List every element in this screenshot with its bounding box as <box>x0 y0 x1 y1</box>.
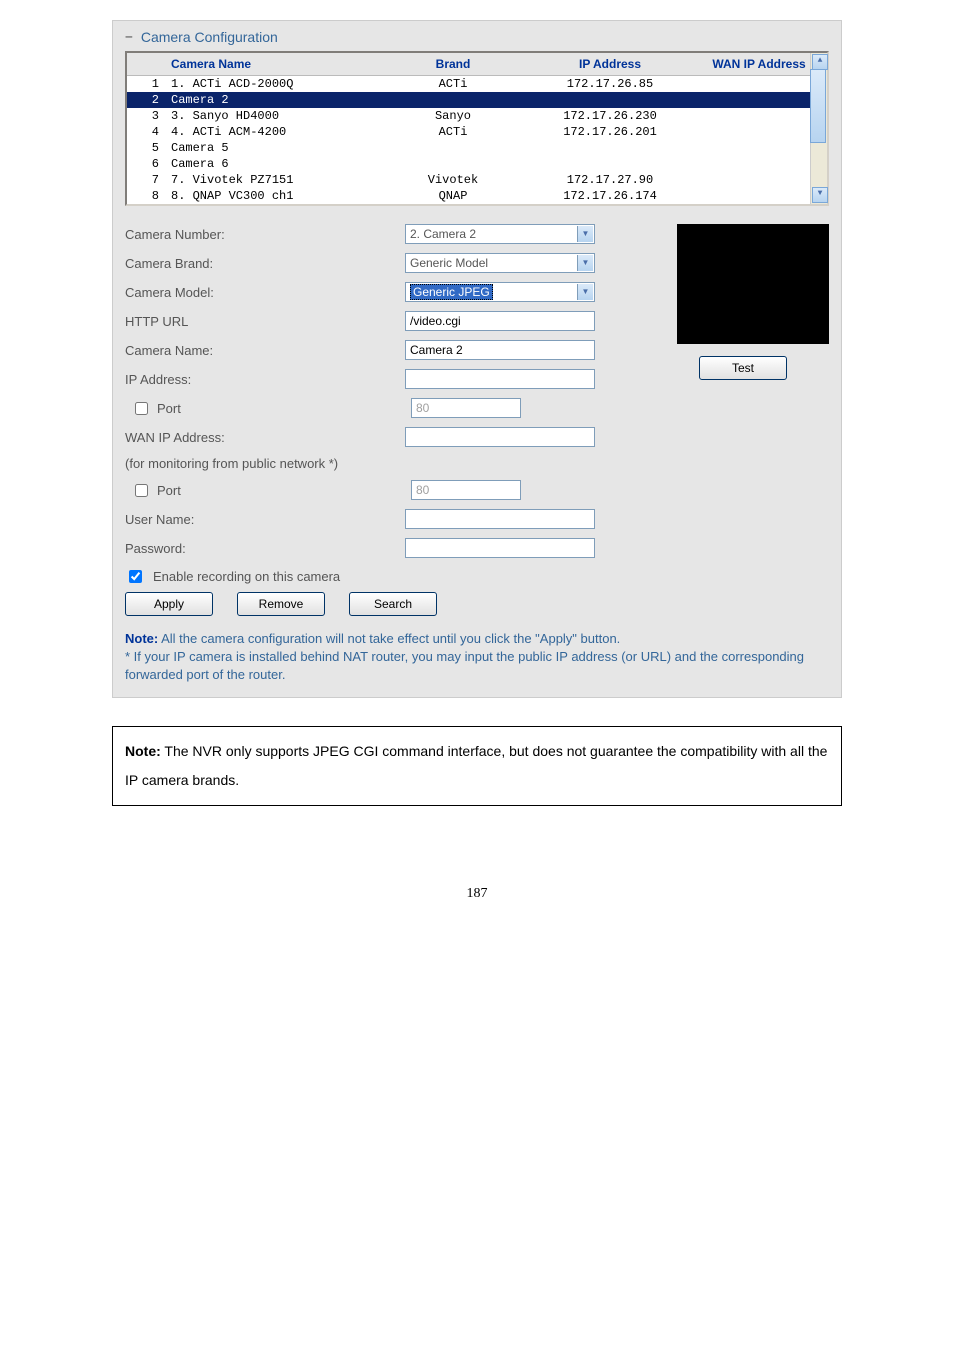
table-row[interactable]: 5Camera 5 <box>127 140 827 156</box>
cell-ip <box>529 92 691 108</box>
table-row[interactable]: 6Camera 6 <box>127 156 827 172</box>
cell-ip <box>529 156 691 172</box>
th-name: Camera Name <box>165 53 377 75</box>
user-name-input[interactable] <box>405 509 595 529</box>
th-wan: WAN IP Address <box>691 53 827 75</box>
cell-ip: 172.17.26.230 <box>529 108 691 124</box>
cell-wan <box>691 172 827 188</box>
cell-name: Camera 5 <box>165 140 377 156</box>
port-checkbox[interactable] <box>135 402 148 415</box>
cell-name: 1. ACTi ACD-2000Q <box>165 76 377 92</box>
compatibility-note: Note: The NVR only supports JPEG CGI com… <box>112 726 842 807</box>
section-title: Camera Configuration <box>141 29 278 45</box>
chevron-down-icon: ▼ <box>577 284 593 300</box>
cell-name: 8. QNAP VC300 ch1 <box>165 188 377 204</box>
enable-recording-checkbox[interactable] <box>129 570 142 583</box>
scroll-thumb[interactable] <box>810 69 826 143</box>
scroll-down-icon[interactable]: ▼ <box>812 187 828 203</box>
camera-name-label: Camera Name: <box>125 343 405 358</box>
ip-address-input[interactable] <box>405 369 595 389</box>
password-input[interactable] <box>405 538 595 558</box>
cell-brand <box>377 140 529 156</box>
cell-wan <box>691 188 827 204</box>
cell-num: 8 <box>127 188 165 204</box>
table-row[interactable]: 2Camera 2 <box>127 92 827 108</box>
wan-ip-input[interactable] <box>405 427 595 447</box>
cell-ip: 172.17.26.174 <box>529 188 691 204</box>
cell-num: 3 <box>127 108 165 124</box>
http-url-label: HTTP URL <box>125 314 405 329</box>
th-num <box>127 53 165 75</box>
table-row[interactable]: 88. QNAP VC300 ch1QNAP172.17.26.174 <box>127 188 827 204</box>
camera-name-input[interactable] <box>405 340 595 360</box>
table-row[interactable]: 77. Vivotek PZ7151Vivotek172.17.27.90 <box>127 172 827 188</box>
cell-name: 7. Vivotek PZ7151 <box>165 172 377 188</box>
port-input[interactable] <box>411 398 521 418</box>
cell-num: 2 <box>127 92 165 108</box>
test-button[interactable]: Test <box>699 356 787 380</box>
cell-wan <box>691 140 827 156</box>
cell-wan <box>691 124 827 140</box>
http-url-input[interactable] <box>405 311 595 331</box>
cell-num: 7 <box>127 172 165 188</box>
camera-table: Camera Name Brand IP Address WAN IP Addr… <box>125 51 829 206</box>
public-network-note: (for monitoring from public network *) <box>125 456 338 471</box>
chevron-down-icon: ▼ <box>577 255 593 271</box>
cell-num: 6 <box>127 156 165 172</box>
cell-wan <box>691 156 827 172</box>
scroll-up-icon[interactable]: ▲ <box>812 54 828 70</box>
cell-wan <box>691 92 827 108</box>
cell-name: 4. ACTi ACM-4200 <box>165 124 377 140</box>
cell-wan <box>691 76 827 92</box>
cell-brand <box>377 92 529 108</box>
page-number: 187 <box>112 886 842 902</box>
camera-brand-label: Camera Brand: <box>125 256 405 271</box>
th-brand: Brand <box>377 53 529 75</box>
apply-button[interactable]: Apply <box>125 592 213 616</box>
table-row[interactable]: 11. ACTi ACD-2000QACTi172.17.26.85 <box>127 76 827 92</box>
ip-address-label: IP Address: <box>125 372 405 387</box>
cell-name: 3. Sanyo HD4000 <box>165 108 377 124</box>
cell-num: 1 <box>127 76 165 92</box>
chevron-down-icon: ▼ <box>577 226 593 242</box>
port2-label: Port <box>157 483 181 498</box>
cell-brand: QNAP <box>377 188 529 204</box>
camera-model-label: Camera Model: <box>125 285 405 300</box>
cell-name: Camera 2 <box>165 92 377 108</box>
password-label: Password: <box>125 541 405 556</box>
user-name-label: User Name: <box>125 512 405 527</box>
cell-brand: ACTi <box>377 76 529 92</box>
cell-brand <box>377 156 529 172</box>
remove-button[interactable]: Remove <box>237 592 325 616</box>
port2-checkbox[interactable] <box>135 484 148 497</box>
camera-config-panel: − Camera Configuration Camera Name Brand… <box>112 20 842 698</box>
cell-brand: Vivotek <box>377 172 529 188</box>
port2-input[interactable] <box>411 480 521 500</box>
cell-name: Camera 6 <box>165 156 377 172</box>
cell-num: 4 <box>127 124 165 140</box>
enable-recording-label: Enable recording on this camera <box>153 569 340 584</box>
cell-ip <box>529 140 691 156</box>
table-row[interactable]: 44. ACTi ACM-4200ACTi172.17.26.201 <box>127 124 827 140</box>
cell-num: 5 <box>127 140 165 156</box>
table-row[interactable]: 33. Sanyo HD4000Sanyo172.17.26.230 <box>127 108 827 124</box>
camera-model-select[interactable]: Generic JPEG ▼ <box>405 282 595 302</box>
vertical-scrollbar[interactable]: ▲ ▼ <box>810 53 827 204</box>
camera-number-select[interactable]: 2. Camera 2 ▼ <box>405 224 595 244</box>
camera-number-label: Camera Number: <box>125 227 405 242</box>
cell-ip: 172.17.26.85 <box>529 76 691 92</box>
port-label: Port <box>157 401 181 416</box>
camera-brand-select[interactable]: Generic Model ▼ <box>405 253 595 273</box>
th-ip: IP Address <box>529 53 691 75</box>
config-note: Note: All the camera configuration will … <box>125 630 829 685</box>
cell-ip: 172.17.27.90 <box>529 172 691 188</box>
wan-ip-label: WAN IP Address: <box>125 430 405 445</box>
cell-brand: Sanyo <box>377 108 529 124</box>
cell-wan <box>691 108 827 124</box>
cell-ip: 172.17.26.201 <box>529 124 691 140</box>
collapse-icon[interactable]: − <box>125 30 133 45</box>
search-button[interactable]: Search <box>349 592 437 616</box>
camera-preview <box>677 224 829 344</box>
cell-brand: ACTi <box>377 124 529 140</box>
